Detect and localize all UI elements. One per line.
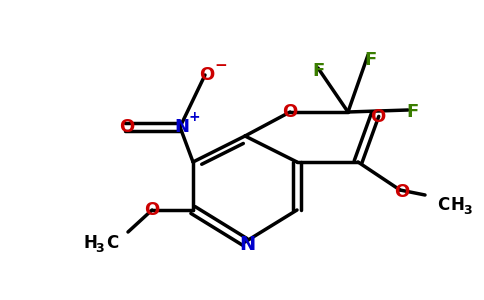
Text: O: O [120,118,135,136]
Text: O: O [282,103,298,121]
Text: C: C [106,234,118,252]
Text: −: − [214,58,227,73]
Text: F: F [407,103,419,121]
Text: N: N [175,118,190,136]
Text: O: O [370,108,386,126]
Text: H: H [450,196,464,214]
Text: 3: 3 [463,205,471,218]
Text: F: F [313,62,325,80]
Text: O: O [199,66,214,84]
Text: O: O [144,201,160,219]
Text: H: H [83,234,97,252]
Text: O: O [394,183,409,201]
Text: N: N [239,235,255,254]
Text: F: F [365,51,377,69]
Text: C: C [437,196,449,214]
Text: 3: 3 [96,242,105,256]
Text: +: + [188,110,200,124]
